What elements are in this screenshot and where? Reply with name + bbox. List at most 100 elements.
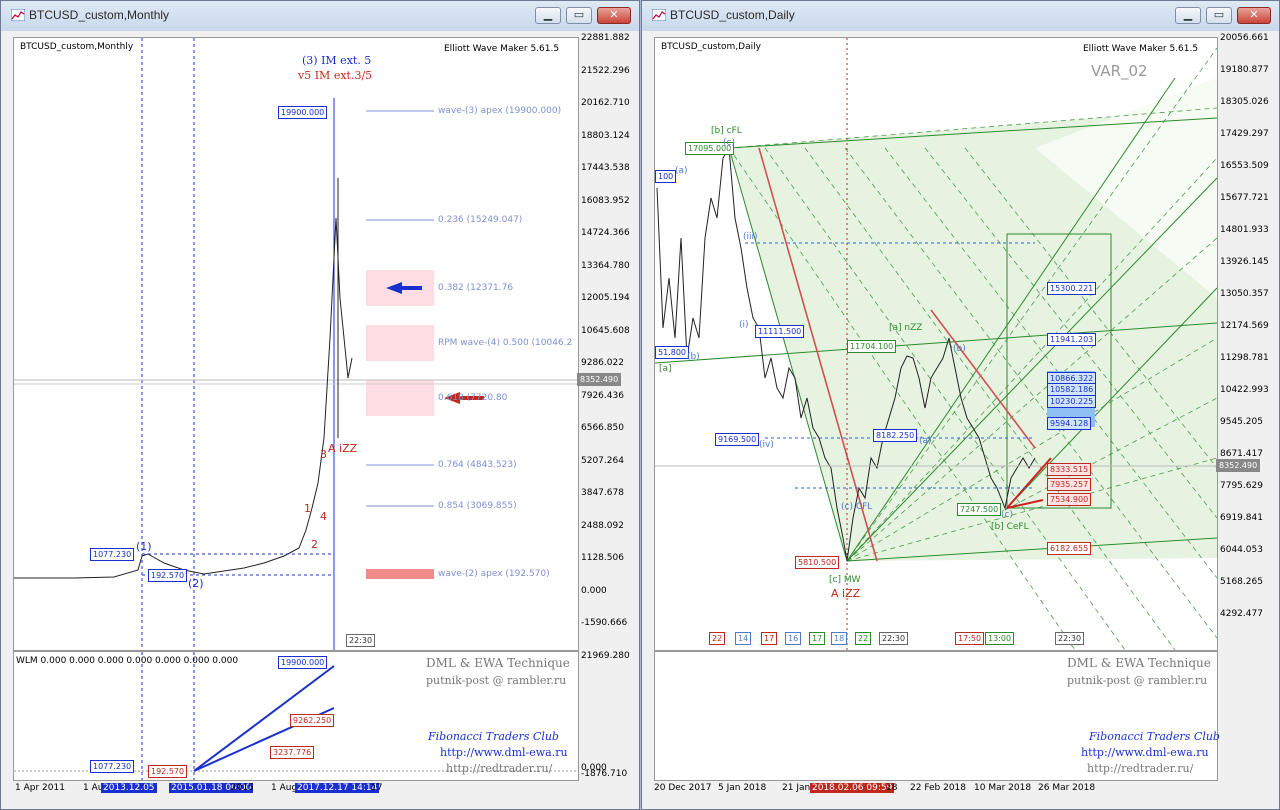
price-axis-tick: 15677.721	[1220, 193, 1269, 203]
fib-label: wave-(2) apex (192.570)	[438, 569, 550, 579]
price-axis-tick: 2488.092	[581, 520, 624, 531]
daily-main-chart[interactable]: BTCUSD_custom,Daily Elliott Wave Maker 5…	[654, 37, 1218, 651]
time-tag: 22	[855, 632, 872, 645]
wave-label: 3	[320, 448, 327, 461]
price-axis-tick: 20162.710	[581, 98, 630, 108]
wave-label: (2)	[188, 577, 204, 590]
price-box-blue: 51.800	[655, 346, 689, 359]
x-tick: 10 Mar 2018	[974, 783, 1032, 793]
price-axis-tick: 13050.357	[1220, 289, 1269, 299]
monthly-chart-window[interactable]: BTCUSD_custom,Monthly ▁ ▭ ✕	[0, 0, 640, 810]
branding-club: Fibonacci Traders Club	[1089, 730, 1220, 743]
wave3-sublabel: v5 IM ext.3/5	[298, 69, 373, 82]
price-axis-tick: 16553.509	[1220, 161, 1269, 171]
monthly-indicator-window[interactable]: WLM 0.000 0.000 0.000 0.000 0.000 0.000 …	[13, 651, 579, 781]
x-tick: 26 Mar 2018	[1038, 783, 1096, 793]
price-axis-tick: 5207.264	[581, 455, 624, 466]
branding-link[interactable]: http://redtrader.ru/	[1087, 762, 1194, 775]
price-box-green: 11704.100	[847, 340, 897, 353]
wave-label: (i)	[739, 320, 749, 330]
branding-link[interactable]: http://www.dml-ewa.ru	[1081, 746, 1209, 759]
wave-label: 4	[320, 510, 327, 523]
price-box-blue: 11941.203	[1047, 333, 1097, 346]
price-axis-tick: 4292.477	[1220, 609, 1263, 619]
x-tick: 21 Jan	[782, 783, 811, 793]
price-axis-tick: 12005.194	[581, 293, 630, 303]
price-box-blue: 15300.221	[1047, 282, 1097, 295]
close-button[interactable]: ✕	[1237, 7, 1271, 24]
ind-box: 192.570	[148, 765, 188, 778]
daily-chart-window[interactable]: BTCUSD_custom,Daily ▁ ▭ ✕	[641, 0, 1280, 810]
wave-label: [c] MW	[829, 575, 861, 585]
current-price-tag: 8352.490	[577, 373, 622, 386]
price-axis-tick: 1128.506	[581, 553, 624, 563]
minimize-button[interactable]: ▁	[535, 7, 561, 24]
wave-label: 1	[304, 502, 311, 515]
branding-title: DML & EWA Technique	[1067, 656, 1211, 670]
daily-indicator-window[interactable]: DML & EWA Technique putnik-post @ ramble…	[654, 651, 1220, 781]
window-titlebar[interactable]: BTCUSD_custom,Monthly ▁ ▭ ✕	[1, 1, 639, 31]
time-tag: 17	[761, 632, 778, 645]
branding-club: Fibonacci Traders Club	[428, 730, 559, 743]
fib-label: 0.382 (12371.76	[438, 283, 514, 293]
x-tick-highlight: 2018.02.06 09:59	[810, 783, 895, 793]
price-axis-tick: 18803.124	[581, 130, 630, 141]
time-tag: 22:30	[1055, 632, 1085, 645]
wave-label: [a] nZZ	[889, 323, 923, 333]
monthly-main-chart[interactable]: BTCUSD_custom,Monthly Elliott Wave Maker…	[13, 37, 579, 651]
wave-label: (a)	[919, 436, 932, 446]
maximize-button[interactable]: ▭	[566, 7, 592, 24]
window-titlebar[interactable]: BTCUSD_custom,Daily ▁ ▭ ✕	[642, 1, 1279, 31]
price-axis-tick: 5168.265	[1220, 577, 1263, 587]
branding-link[interactable]: http://redtrader.ru/	[446, 762, 553, 775]
x-tick: 5 Jan 2018	[718, 783, 767, 793]
wave-label: (iv)	[759, 440, 774, 450]
time-tag: 16	[785, 632, 802, 645]
x-tick: 17	[371, 783, 383, 793]
wave-label: (b)	[953, 344, 966, 354]
fib-label: 0.854 (3069.855)	[438, 501, 517, 511]
x-tick: 18	[886, 783, 898, 793]
price-axis-tick: 17443.538	[581, 163, 630, 173]
wave-label: [b] CeFL	[991, 522, 1029, 532]
price-box-red: 6182.655	[1047, 542, 1092, 555]
price-axis-tick: 9286.022	[581, 358, 624, 368]
x-tick: 1 Aug	[83, 783, 110, 793]
minimize-button[interactable]: ▁	[1175, 7, 1201, 24]
time-marker: 22:30	[346, 634, 376, 647]
chart-window-icon	[652, 9, 666, 21]
price-axis-tick: 13926.145	[1220, 257, 1269, 267]
price-axis-tick: 6566.850	[581, 423, 624, 433]
daily-price-axis: 20056.661 19180.877 18305.026 17429.297 1655…	[1216, 33, 1280, 649]
x-tick: 2015	[231, 783, 254, 793]
ind-axis-tick: 21969.280	[581, 651, 630, 661]
price-axis-tick: 7795.629	[1220, 481, 1263, 491]
ind-box: 19900.000	[278, 656, 328, 669]
branding-email: putnik-post @ rambler.ru	[426, 674, 567, 687]
wave-label: (b)	[687, 352, 700, 362]
x-tick: 20 Dec 2017	[654, 783, 712, 793]
window-title: BTCUSD_custom,Monthly	[29, 8, 170, 22]
wave-label: (1)	[136, 540, 152, 553]
close-button[interactable]: ✕	[597, 7, 631, 24]
wave-label: A iZZ	[328, 442, 358, 455]
price-axis-tick: 14801.933	[1220, 225, 1269, 235]
price-axis-tick: 20056.661	[1220, 33, 1269, 43]
ind-box: 1077.230	[90, 760, 135, 773]
time-tag: 22	[709, 632, 726, 645]
wave-label: (c) CFL	[841, 502, 873, 512]
wave-label: [a]	[659, 364, 672, 374]
chart-inner-title: BTCUSD_custom,Monthly	[20, 42, 134, 52]
branding-link[interactable]: http://www.dml-ewa.ru	[440, 746, 568, 759]
price-box-blue: 9169.500	[715, 433, 760, 446]
chart-window-icon	[11, 9, 25, 21]
x-tick-highlight: 2013.12.05	[101, 783, 157, 793]
ind-box: 3237.776	[270, 746, 315, 759]
price-axis-tick: 10422.993	[1220, 385, 1269, 395]
ind-box: 9262.250	[290, 714, 335, 727]
fib-label: 0.764 (4843.523)	[438, 460, 517, 470]
price-axis-tick: 0.000	[581, 585, 607, 596]
indicator-axis: 21969.280 0.000 -1876.710	[579, 651, 639, 779]
maximize-button[interactable]: ▭	[1206, 7, 1232, 24]
time-tag: 17:50	[955, 632, 985, 645]
